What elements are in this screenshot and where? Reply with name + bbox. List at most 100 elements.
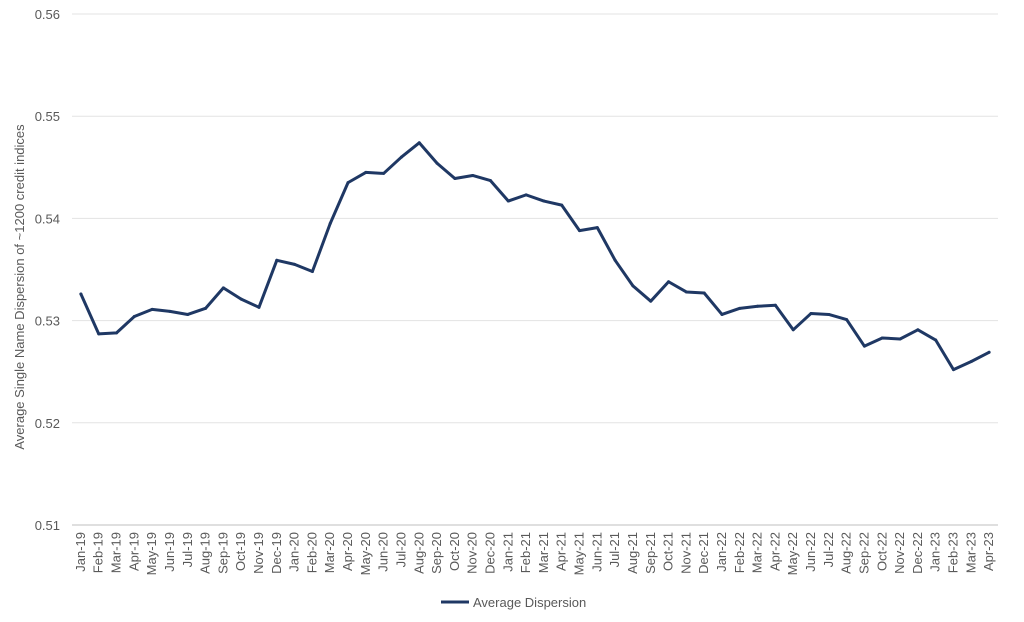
data-point [560,203,564,207]
data-point [293,262,297,266]
data-point [115,331,119,335]
x-tick-label: Apr-22 [767,532,782,571]
y-tick-label: 0.54 [35,211,60,226]
x-tick-labels: Jan-19 Feb-19 Mar-19 Apr-19 May-19 Jun-19 Jul-… [73,532,996,575]
x-tick-label: Nov-22 [892,532,907,574]
data-point [435,161,439,165]
x-tick-label: Jan-23 [928,532,943,572]
legend: Average Dispersion [441,595,586,610]
data-point [257,305,261,309]
y-tick-label: 0.55 [35,109,60,124]
data-point [649,299,653,303]
y-tick-label: 0.52 [35,416,60,431]
data-point [631,284,635,288]
x-tick-label: May-22 [785,532,800,575]
series-line-average-dispersion [79,141,991,372]
x-tick-label: Oct-21 [661,532,676,571]
x-tick-label: Jun-20 [376,532,391,572]
x-tick-label: Sep-19 [215,532,230,574]
data-point [417,141,421,145]
data-point [399,155,403,159]
data-point [934,338,938,342]
data-point [204,306,208,310]
x-tick-label: Jan-22 [714,532,729,572]
x-tick-label: Dec-22 [910,532,925,574]
x-tick-label: Apr-23 [981,532,996,571]
data-point [239,297,243,301]
x-tick-label: Jun-22 [803,532,818,572]
y-axis-title: Average Single Name Dispersion of ~1200 … [12,124,27,450]
data-point [898,337,902,341]
x-tick-label: Jan-21 [500,532,515,572]
x-tick-label: Feb-21 [518,532,533,573]
x-tick-label: Jul-19 [180,532,195,567]
x-tick-label: Mar-22 [750,532,765,573]
x-tick-label: Feb-19 [91,532,106,573]
x-tick-label: Nov-21 [678,532,693,574]
data-point [916,328,920,332]
x-tick-label: Oct-20 [447,532,462,571]
data-point [613,258,617,262]
data-point [524,193,528,197]
x-tick-label: Sep-21 [643,532,658,574]
data-point [738,306,742,310]
x-tick-label: Oct-22 [874,532,889,571]
x-tick-label: Aug-19 [198,532,213,574]
x-tick-label: Aug-22 [839,532,854,574]
data-point [328,222,332,226]
x-tick-label: Apr-20 [340,532,355,571]
x-tick-label: Feb-20 [304,532,319,573]
legend-label: Average Dispersion [473,595,586,610]
data-point [845,318,849,322]
x-tick-label: May-21 [572,532,587,575]
data-point [168,309,172,313]
data-point [720,312,724,316]
series-lines [79,141,991,372]
data-point [506,199,510,203]
x-tick-label: Jun-21 [589,532,604,572]
data-point [578,229,582,233]
data-point [756,304,760,308]
x-tick-label: Aug-20 [411,532,426,574]
x-tick-label: Nov-20 [465,532,480,574]
data-point [488,179,492,183]
x-tick-label: Mar-23 [963,532,978,573]
x-tick-label: Dec-20 [482,532,497,574]
x-tick-label: Jun-19 [162,532,177,572]
data-point [346,181,350,185]
gridlines [72,13,998,526]
data-point [79,292,83,296]
x-tick-label: Oct-19 [233,532,248,571]
data-point [382,171,386,175]
x-tick-label: Aug-21 [625,532,640,574]
data-point [275,258,279,262]
x-tick-label: May-19 [144,532,159,575]
y-tick-labels: 0.51 0.52 0.53 0.54 0.55 0.56 [35,7,60,533]
x-tick-label: Dec-21 [696,532,711,574]
x-tick-label: Jan-20 [287,532,302,572]
data-point [702,291,706,295]
data-point [791,328,795,332]
data-point [951,368,955,372]
data-point [969,359,973,363]
data-point [542,199,546,203]
x-tick-label: Jul-20 [393,532,408,567]
x-tick-label: Feb-22 [732,532,747,573]
data-point [667,280,671,284]
data-point [595,226,599,230]
data-point [471,173,475,177]
x-tick-label: Mar-21 [536,532,551,573]
x-tick-label: Mar-20 [322,532,337,573]
data-point [132,315,136,319]
x-tick-label: Apr-21 [554,532,569,571]
data-point [987,350,991,354]
data-point [827,312,831,316]
x-tick-label: Jan-19 [73,532,88,572]
data-point [97,332,101,336]
x-tick-label: Sep-20 [429,532,444,574]
x-tick-label: Jul-22 [821,532,836,567]
data-point [809,311,813,315]
y-tick-label: 0.53 [35,314,60,329]
